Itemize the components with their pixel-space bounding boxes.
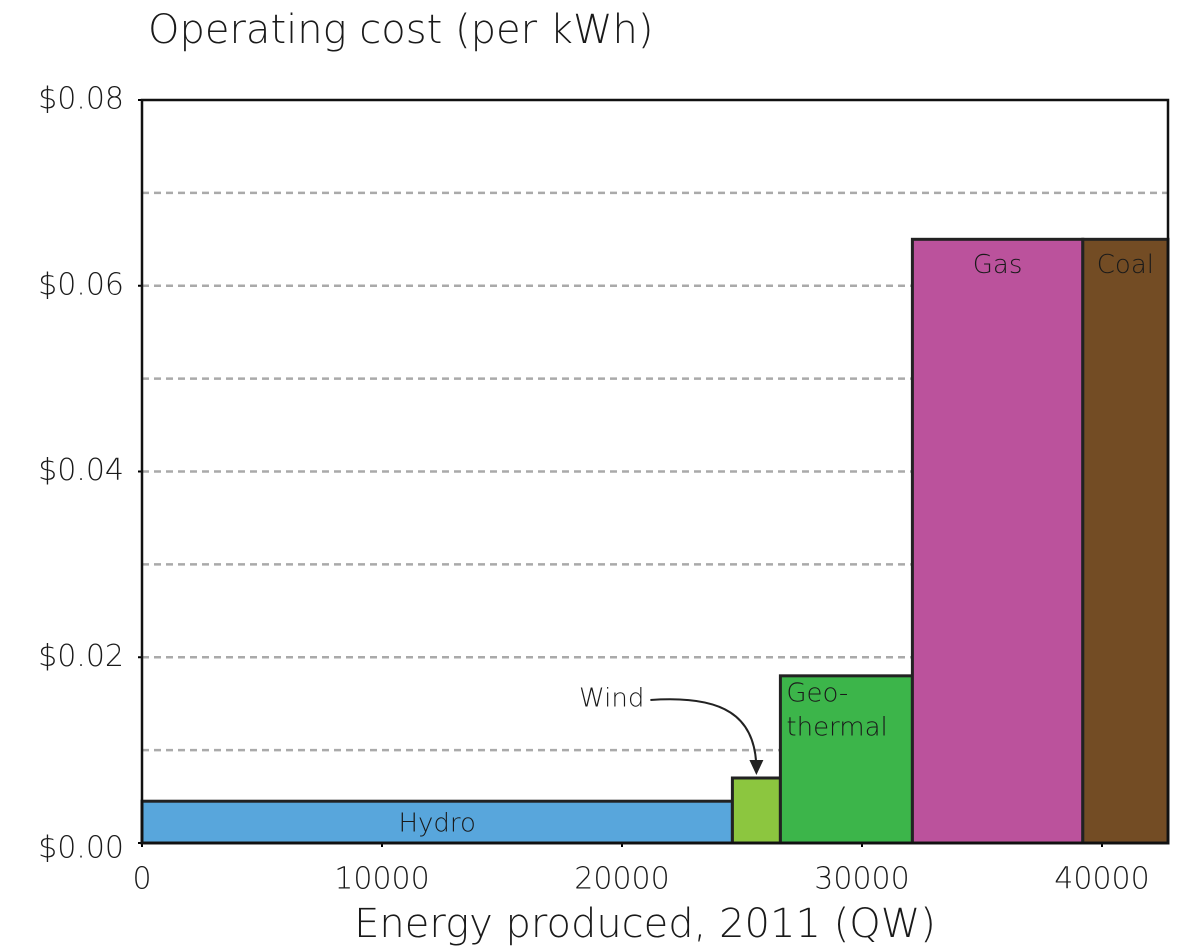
x-tick-label: 20000 [574, 862, 669, 897]
y-tick-label: $0.08 [38, 82, 124, 117]
y-tick-label: $0.04 [38, 453, 124, 488]
bar-label: Hydro [398, 809, 475, 839]
y-tick-label: $0.06 [38, 267, 124, 302]
bar [1081, 237, 1170, 845]
bar [910, 237, 1085, 845]
y-tick-label: $0.00 [38, 831, 124, 866]
bar-label: Wind [579, 684, 644, 714]
x-tick-label: 30000 [814, 862, 909, 897]
bar-label: Geo- [786, 678, 848, 708]
bar [778, 674, 914, 845]
x-tick-label: 10000 [334, 862, 429, 897]
x-tick-label: 40000 [1054, 862, 1149, 897]
plot-frame [140, 98, 1170, 845]
y-tick-label: $0.02 [38, 639, 124, 674]
bar-label: Coal [1097, 250, 1154, 280]
x-tick-label: 0 [132, 862, 151, 897]
annotation-arrowhead [749, 759, 764, 775]
x-axis-label: Energy produced, 2011 (QW) [354, 901, 936, 947]
chart-title: Operating cost (per kWh) [148, 7, 653, 53]
bar [730, 776, 782, 845]
bar-label: thermal [786, 712, 887, 742]
annotation-arrow [650, 698, 758, 770]
bar-label: Gas [973, 250, 1023, 280]
